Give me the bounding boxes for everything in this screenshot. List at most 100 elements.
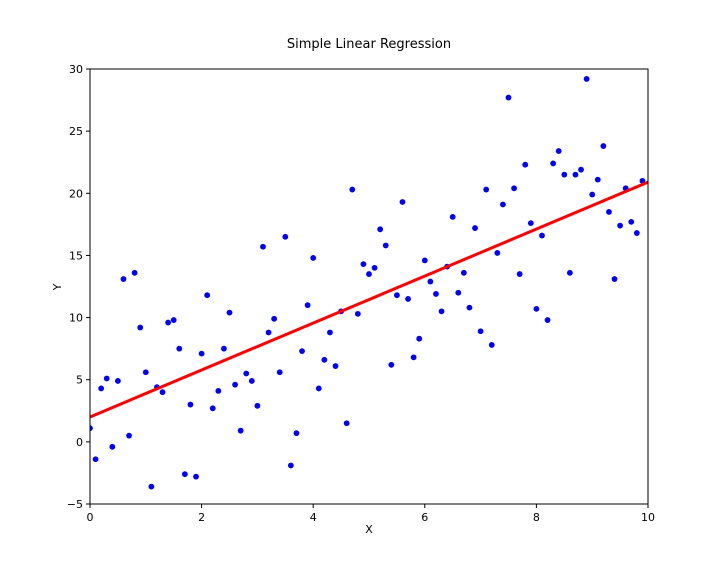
data-point [215,388,222,394]
data-point [399,199,406,205]
y-tick-label: 20 [69,187,83,200]
plot-marks [90,76,648,490]
x-tick-label: 6 [421,511,428,524]
data-point [617,222,623,229]
data-point [92,456,99,463]
data-point [594,176,601,183]
chart-title: Simple Linear Regression [287,37,451,52]
data-point [600,143,607,149]
data-point [287,462,294,469]
data-point [310,255,317,261]
data-point [466,304,473,311]
data-point [371,264,378,271]
x-tick-label: 2 [198,511,205,524]
data-point [115,378,121,384]
data-point [354,310,361,317]
data-point [516,271,523,277]
data-point [226,309,233,316]
data-point [299,348,305,355]
y-axis-label: Y [51,283,64,291]
data-point [98,385,105,392]
data-point [550,160,557,167]
data-point [500,201,506,208]
data-point [583,76,590,82]
data-point [438,308,445,315]
data-point [131,269,138,276]
data-point [572,171,579,178]
plot-frame [89,68,649,505]
data-point [248,378,255,384]
data-point [232,381,238,388]
data-point [243,370,250,377]
data-point [527,220,534,227]
data-point [265,329,272,336]
data-point [494,250,501,256]
y-tick-label: 10 [69,312,83,325]
data-point [332,363,339,369]
data-point [349,186,356,193]
x-tick-label: 0 [87,511,94,524]
data-point [120,276,127,282]
data-point [611,276,618,282]
data-point [109,443,116,450]
data-point [221,345,227,352]
data-point [539,232,545,239]
data-point [237,427,244,434]
data-point [433,291,439,297]
data-point [170,317,177,323]
data-point [377,226,384,233]
data-point [366,271,372,277]
data-point [293,430,300,437]
data-point [198,350,205,357]
data-point [410,354,417,361]
data-point [204,292,211,299]
x-tick-label: 8 [533,511,540,524]
data-point [488,342,495,348]
data-point [209,405,216,412]
data-point [421,257,428,264]
data-point [360,261,367,268]
data-point [533,305,540,312]
data-point [405,296,411,302]
data-point [137,324,144,331]
y-tick-label: 0 [76,436,83,449]
data-point [388,361,395,368]
data-point [589,191,596,198]
x-axis-label: X [365,523,373,536]
data-point [254,402,261,409]
y-tick-label: 15 [69,249,83,262]
data-point [148,483,155,490]
data-point [90,425,93,432]
data-point [483,186,490,193]
data-point [394,292,400,299]
y-tick-label: −5 [67,498,83,511]
data-point [304,302,311,309]
data-point [460,269,467,276]
data-point [159,389,166,396]
data-point [522,161,529,168]
data-point [472,225,478,231]
x-tick-label: 4 [310,511,317,524]
data-point [321,356,328,363]
data-point [505,94,512,101]
data-point [260,243,266,250]
regression-line [90,180,648,419]
data-point [555,148,562,154]
data-point [276,369,283,376]
data-point [628,218,635,225]
data-point [578,166,584,173]
data-point [427,278,434,285]
data-point [176,345,183,352]
data-point [103,375,110,382]
plot-area [90,76,648,490]
data-point [193,473,199,480]
x-tick-label: 10 [641,511,655,524]
data-point [606,209,612,215]
data-point [327,329,333,336]
data-point [187,401,194,408]
y-tick-label: 25 [69,125,83,138]
y-tick-label: 30 [69,63,83,76]
data-point [561,171,568,178]
data-point [566,269,573,276]
data-point [343,420,350,427]
